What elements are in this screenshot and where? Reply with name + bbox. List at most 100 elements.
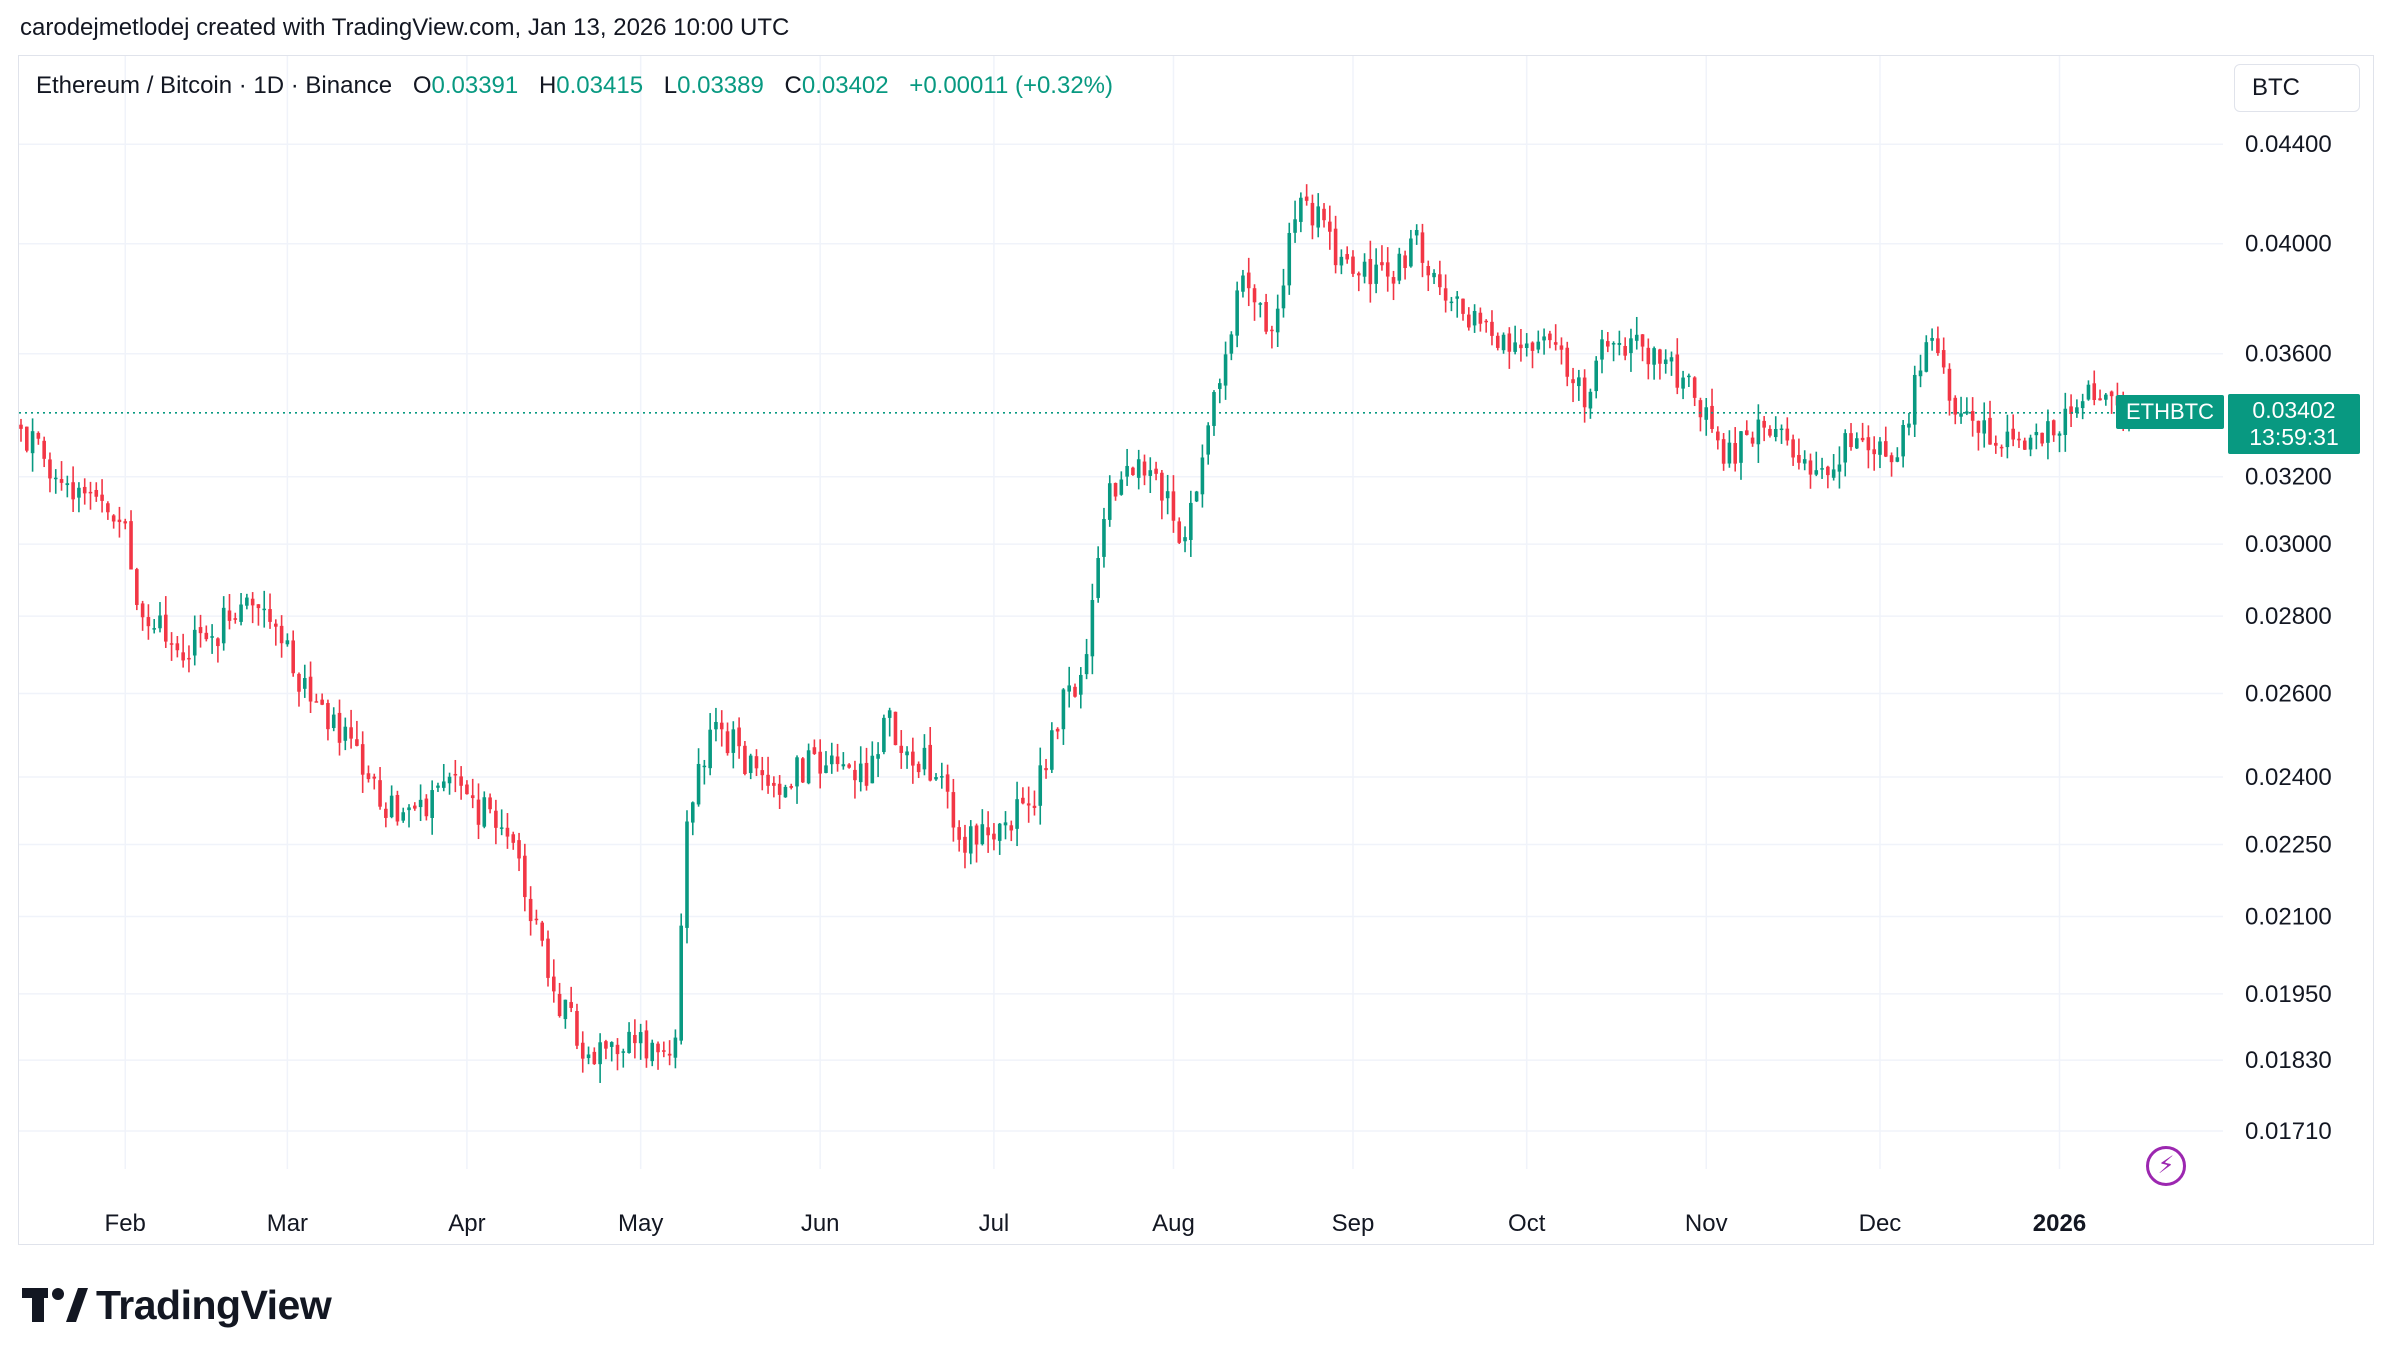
candle [1281, 268, 1286, 318]
candle [725, 722, 730, 756]
candle-body [337, 712, 342, 743]
candle-body [1420, 232, 1425, 263]
candle [331, 707, 336, 732]
candle [2005, 414, 2010, 459]
candle-body [1009, 825, 1014, 831]
candle [1756, 404, 1761, 463]
candle [210, 624, 214, 654]
x-tick-label: Sep [1332, 1210, 1375, 1237]
candle [1779, 424, 1784, 444]
candle-body [355, 739, 359, 746]
candle [349, 709, 353, 749]
candle [997, 822, 1002, 855]
candle-body [19, 424, 23, 429]
candle [389, 785, 394, 819]
candle [465, 780, 469, 795]
candle [1322, 203, 1326, 228]
candle [221, 596, 226, 651]
candle [59, 461, 64, 491]
candle [1374, 248, 1378, 294]
candle [268, 593, 272, 629]
candle-body [1374, 264, 1378, 284]
symbol-title[interactable]: Ethereum / Bitcoin · 1D · Binance [36, 72, 393, 99]
candle [783, 784, 788, 798]
candle-body [1797, 454, 1801, 463]
candle-body [494, 810, 498, 828]
candle-body [511, 834, 516, 843]
currency-button[interactable]: BTC [2234, 64, 2360, 112]
candle-body [1536, 341, 1541, 350]
candle-body [1299, 197, 1303, 222]
low-value: 0.03389 [677, 72, 764, 99]
candle-body [262, 608, 267, 611]
candle-body [274, 623, 278, 627]
candle [1304, 184, 1309, 206]
candle [580, 1031, 585, 1073]
candle [285, 633, 290, 647]
candle-body [795, 757, 799, 787]
candle [1716, 426, 1720, 450]
candle [476, 783, 481, 840]
candle [951, 778, 956, 842]
candle-body [1385, 262, 1390, 277]
candle [824, 751, 828, 774]
candle-body [1021, 797, 1025, 804]
candle-body [650, 1042, 655, 1062]
candle-body [1380, 262, 1384, 266]
candle [1663, 349, 1668, 374]
lightning-icon[interactable]: ⚡ [2146, 1146, 2186, 1186]
candle-body [638, 1032, 643, 1044]
candle-body [1577, 377, 1581, 387]
candle-body [1194, 491, 1199, 502]
candle [1739, 430, 1743, 480]
candle-body [291, 640, 295, 674]
chart-frame[interactable]: 0.04400 0.04000 0.03600 0.03200 0.03000 0.028… [18, 55, 2374, 1245]
candle-body [1883, 441, 1888, 457]
candle-body [1490, 321, 1494, 336]
candle [893, 711, 898, 746]
candle [2011, 414, 2015, 447]
candle [609, 1041, 614, 1062]
candle-body [1432, 272, 1436, 278]
candle [546, 930, 550, 987]
candle-body [679, 925, 683, 1041]
candle [1947, 363, 1952, 416]
candle-body [592, 1051, 597, 1065]
candle [673, 1029, 678, 1069]
candle [1258, 302, 1263, 318]
candle [899, 730, 904, 769]
candlestick-chart[interactable]: 0.04400 0.04000 0.03600 0.03200 0.03000 0.028… [19, 56, 2374, 1245]
candle [916, 761, 921, 779]
candle-body [546, 938, 550, 978]
candle-body [586, 1054, 591, 1059]
candle [1658, 348, 1662, 380]
candle [1611, 341, 1616, 362]
candle-body [129, 521, 133, 570]
candle-body [476, 799, 481, 825]
candle-body [523, 855, 527, 898]
candle [621, 1048, 626, 1068]
candle-body [1443, 288, 1448, 301]
candle [743, 741, 747, 776]
candle [401, 807, 406, 823]
candle-body [1733, 443, 1737, 464]
candle-body [82, 486, 87, 494]
candle [25, 426, 29, 453]
candle [1999, 444, 2004, 457]
candle [748, 753, 753, 780]
candle [1820, 457, 1824, 479]
candle [239, 592, 243, 626]
candle [1750, 431, 1755, 447]
candle-body [1142, 461, 1147, 476]
candle [1409, 229, 1413, 268]
candle [198, 614, 203, 648]
candle [928, 727, 933, 782]
candle [250, 592, 255, 624]
candle-body [1189, 502, 1193, 540]
candle [372, 773, 377, 790]
candle-body [1328, 221, 1332, 232]
candle [887, 707, 892, 737]
candle [563, 999, 568, 1029]
candle [1907, 412, 1911, 436]
candle-body [563, 999, 568, 1020]
